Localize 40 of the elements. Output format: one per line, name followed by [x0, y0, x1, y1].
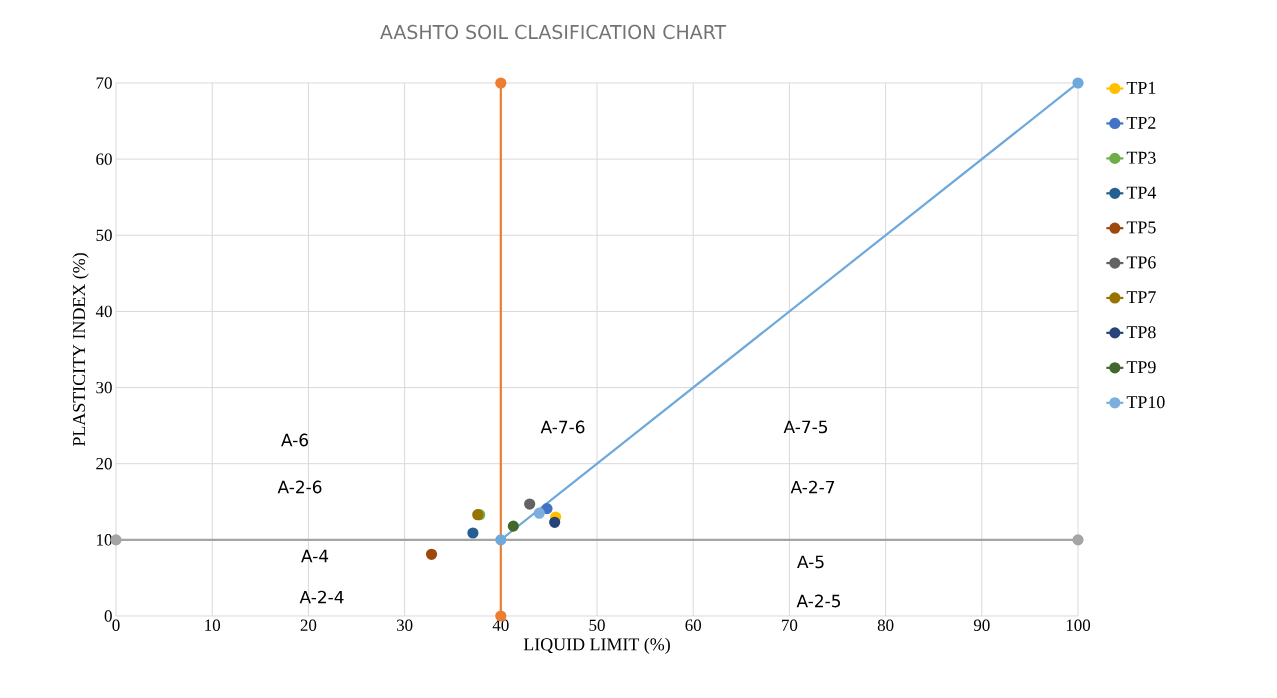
- x-tick-label: 90: [973, 619, 990, 631]
- x-tick-label: 80: [877, 619, 894, 631]
- x-tick-label: 0: [112, 619, 120, 631]
- y-tick-label: 40: [95, 305, 112, 318]
- legend-label: TP2: [1126, 116, 1156, 129]
- legend-label: TP7: [1126, 291, 1156, 304]
- annotation: A-5: [797, 555, 824, 569]
- x-tick-label: 70: [782, 619, 798, 631]
- x-tick-label: 60: [685, 619, 702, 631]
- y-tick-label: 20: [96, 457, 112, 470]
- legend-label: TP3: [1126, 151, 1156, 164]
- annotation: A-2-4: [299, 590, 344, 604]
- x-tick-label: 30: [396, 619, 413, 631]
- annotation: A-2-6: [277, 480, 322, 494]
- annotation: A-2-5: [796, 594, 841, 608]
- legend-label: TP8: [1126, 326, 1156, 339]
- annotation: A-2-7: [790, 480, 835, 494]
- legend-label: TP1: [1126, 81, 1156, 94]
- annotation: A-6: [281, 433, 308, 447]
- x-tick-label: 20: [300, 619, 317, 631]
- legend-label: TP4: [1126, 186, 1157, 199]
- y-tick-label: 50: [96, 229, 112, 241]
- x-tick-label: 10: [205, 619, 221, 631]
- annotation: A-4: [301, 549, 329, 563]
- legend-label: TP5: [1126, 221, 1156, 234]
- legend-label: TP6: [1126, 256, 1156, 269]
- annotation: A-7-6: [540, 420, 585, 434]
- legend-label: TP9: [1126, 361, 1156, 374]
- x-tick-label: 50: [589, 619, 605, 631]
- y-tick-label: 70: [96, 77, 112, 89]
- y-tick-label: 0: [104, 610, 112, 622]
- annotation: A-7-5: [783, 420, 828, 434]
- legend-label: TP10: [1126, 396, 1165, 409]
- x-tick-label: 100: [1066, 619, 1091, 631]
- x-axis-title: LIQUID LIMIT (%): [523, 637, 670, 655]
- x-tick-label: 40: [492, 619, 509, 631]
- y-tick-label: 30: [96, 381, 112, 394]
- y-axis-title: PLASTICITY INDEX (%): [72, 253, 89, 447]
- chart-title: AASHTO SOIL CLASIFICATION CHART: [380, 24, 727, 40]
- y-tick-label: 60: [96, 153, 112, 165]
